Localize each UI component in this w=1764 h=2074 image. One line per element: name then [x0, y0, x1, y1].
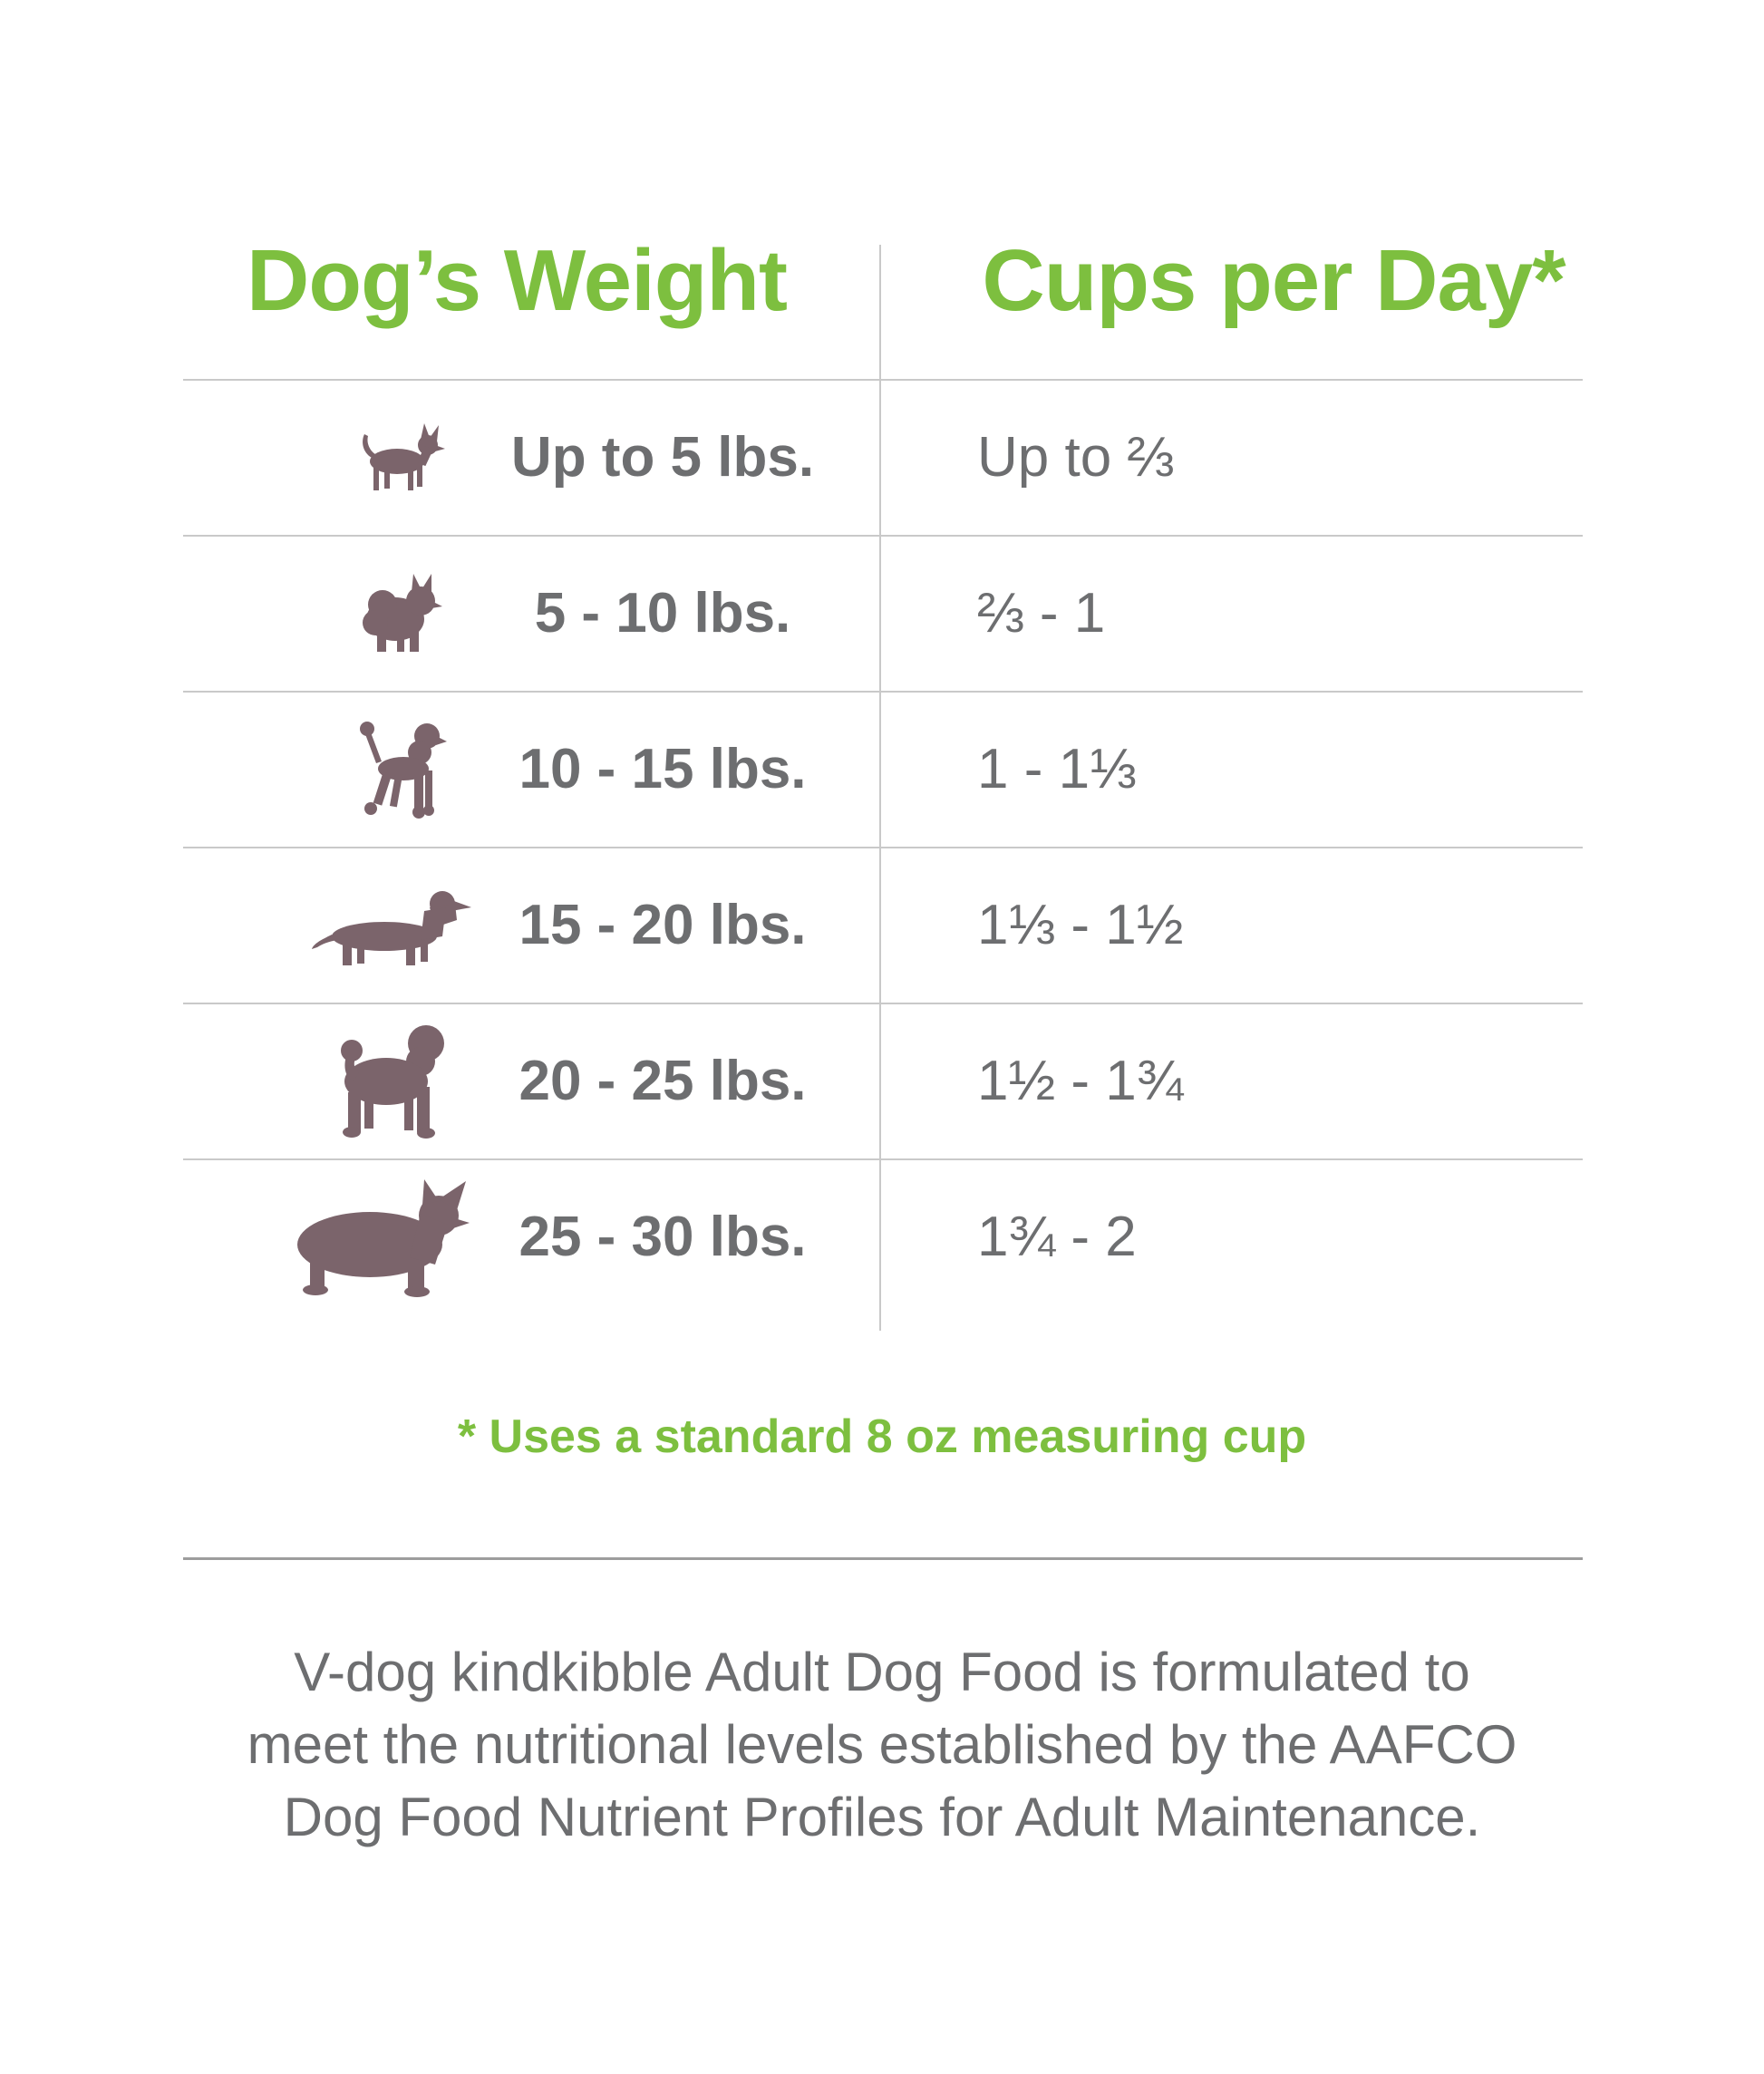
table-row: Up to 5 lbs. Up to ⅔ [183, 380, 1583, 536]
row-divider [183, 847, 1583, 848]
row-divider [183, 535, 1583, 537]
table-row: 15 - 20 lbs. 1⅓ - 1½ [183, 848, 1583, 1003]
description-line: meet the nutritional levels established … [247, 1714, 1517, 1775]
cups-value: Up to ⅔ [977, 426, 1175, 489]
dachshund-icon [301, 848, 482, 1003]
weight-value: 15 - 20 lbs. [519, 894, 807, 956]
weight-value: 20 - 25 lbs. [519, 1050, 807, 1112]
cups-value: 1¾ - 2 [977, 1206, 1137, 1268]
chihuahua-icon [328, 380, 473, 536]
weight-value: 10 - 15 lbs. [519, 738, 807, 800]
pug-icon [310, 1003, 473, 1159]
cups-value: 1½ - 1¾ [977, 1050, 1184, 1112]
cups-value: 1⅓ - 1½ [977, 894, 1184, 956]
weight-value: 25 - 30 lbs. [519, 1206, 807, 1268]
description-paragraph: V-dog kindkibble Adult Dog Food is formu… [109, 1636, 1655, 1854]
weight-value: 5 - 10 lbs. [534, 582, 791, 644]
row-divider [183, 1158, 1583, 1160]
cups-value: 1 - 1⅓ [977, 738, 1137, 800]
poodle-icon [328, 692, 473, 848]
header-dogs-weight: Dog’s Weight [247, 232, 788, 329]
description-line: Dog Food Nutrient Profiles for Adult Mai… [283, 1787, 1481, 1847]
table-row: 10 - 15 lbs. 1 - 1⅓ [183, 692, 1583, 848]
description-line: V-dog kindkibble Adult Dog Food is formu… [294, 1642, 1470, 1702]
column-divider [879, 245, 881, 1331]
weight-value: Up to 5 lbs. [510, 426, 815, 489]
row-divider [183, 691, 1583, 693]
row-divider [183, 1003, 1583, 1004]
table-row: 25 - 30 lbs. 1¾ - 2 [183, 1159, 1583, 1315]
section-divider [183, 1557, 1583, 1560]
cups-value: ⅔ - 1 [977, 582, 1106, 644]
footnote: * Uses a standard 8 oz measuring cup [457, 1410, 1307, 1463]
table-row: 20 - 25 lbs. 1½ - 1¾ [183, 1003, 1583, 1159]
corgi-icon [283, 1159, 482, 1315]
pomeranian-icon [328, 536, 473, 692]
header-cups-per-day: Cups per Day* [982, 232, 1565, 329]
row-divider [183, 379, 1583, 381]
table-row: 5 - 10 lbs. ⅔ - 1 [183, 536, 1583, 692]
